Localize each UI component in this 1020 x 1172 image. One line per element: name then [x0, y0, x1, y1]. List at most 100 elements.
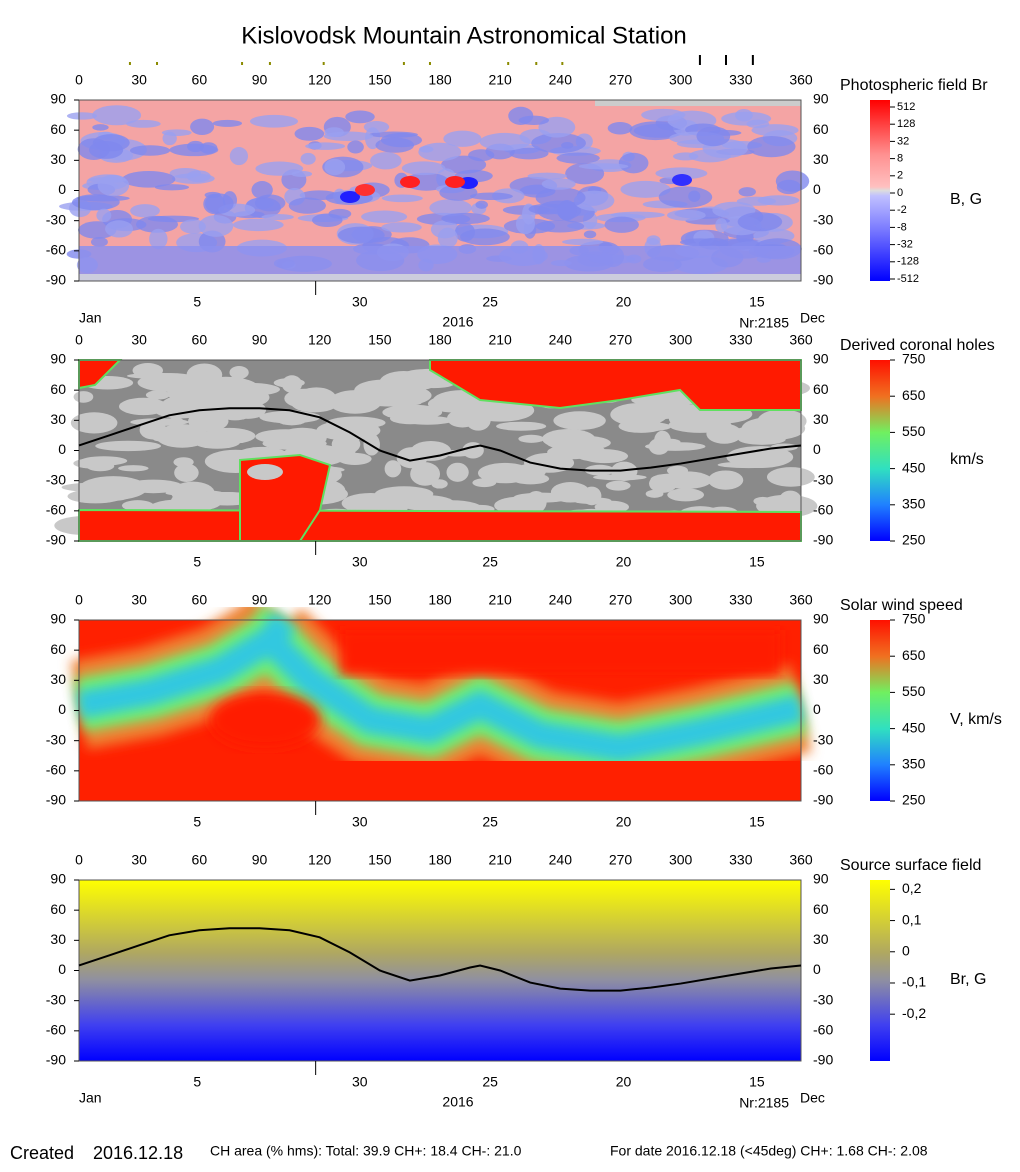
y-tick-label: 60 — [50, 901, 66, 917]
map-patch — [284, 388, 327, 409]
colorbar — [870, 880, 890, 1061]
colorbar-tick-label: -128 — [897, 256, 919, 268]
y-tick-label: 90 — [50, 611, 66, 627]
date-start: Jan — [79, 310, 102, 326]
x-tick-label: 30 — [131, 332, 147, 348]
x-tick-label: 240 — [549, 332, 573, 348]
date-tick-label: 25 — [482, 814, 498, 830]
colorbar-tick-label: 750 — [902, 351, 926, 367]
year: 2016 — [442, 1094, 473, 1110]
colorbar-tick-label: -2 — [897, 204, 907, 216]
colorbar — [870, 100, 890, 281]
map-spot — [355, 184, 375, 196]
x-tick-label: 240 — [549, 72, 573, 88]
y-tick-label: -60 — [46, 1022, 66, 1038]
y2-tick-label: -90 — [813, 272, 833, 288]
colorbar-tick-label: 128 — [897, 118, 915, 130]
map-patch — [708, 470, 744, 490]
rotation: Nr:2185 — [739, 315, 789, 331]
map-patch — [316, 420, 381, 441]
x-tick-label: 210 — [488, 332, 512, 348]
y-tick-label: 90 — [50, 351, 66, 367]
map-patch — [126, 119, 161, 128]
map-patch — [171, 433, 215, 442]
date-tick-label: 5 — [193, 1074, 201, 1090]
map-patch — [518, 434, 545, 443]
x-tick-label: 60 — [192, 592, 208, 608]
y2-tick-label: 0 — [813, 701, 821, 717]
y2-tick-label: 60 — [813, 381, 829, 397]
map-patch — [73, 458, 114, 469]
map-patch — [324, 158, 346, 176]
x-tick-label: 60 — [192, 332, 208, 348]
y2-tick-label: 60 — [813, 121, 829, 137]
map-patch — [88, 141, 124, 159]
x-tick-label: 0 — [75, 852, 83, 868]
x-tick-label: 300 — [669, 332, 693, 348]
colorbar-tick-label: 450 — [902, 719, 926, 735]
y2-tick-label: -90 — [813, 532, 833, 548]
map-patch — [92, 124, 109, 131]
x-tick-label: 150 — [368, 332, 392, 348]
map-band — [79, 274, 801, 281]
colorbar-tick-label: 250 — [902, 792, 926, 808]
y-tick-label: 0 — [58, 181, 66, 197]
y2-tick-label: -90 — [813, 1052, 833, 1068]
map-patch — [186, 363, 223, 386]
page-title: Kislovodsk Mountain Astronomical Station — [241, 22, 687, 49]
map-patch — [604, 216, 639, 233]
date-tick-label: 15 — [749, 1074, 765, 1090]
colorbar-tick-label: 0 — [897, 187, 903, 199]
map-patch — [747, 135, 796, 158]
map-patch — [776, 179, 801, 195]
y-tick-label: -30 — [46, 211, 66, 227]
map-patch — [205, 193, 234, 214]
y-tick-label: 60 — [50, 381, 66, 397]
map-patch — [288, 197, 326, 214]
x-tick-label: 0 — [75, 72, 83, 88]
y-tick-label: -60 — [46, 762, 66, 778]
y2-tick-label: -60 — [813, 1022, 833, 1038]
map-patch — [174, 463, 199, 482]
x-tick-label: 270 — [609, 592, 633, 608]
x-tick-label: 360 — [789, 592, 813, 608]
for-date: For date 2016.12.18 (<45deg) CH+: 1.68 C… — [610, 1143, 928, 1159]
map-patch — [262, 436, 327, 451]
map-patch — [610, 211, 665, 219]
colorbar-label: Br, G — [950, 971, 986, 988]
map-patch — [594, 500, 629, 514]
map-patch — [198, 215, 234, 237]
y-tick-label: -30 — [46, 731, 66, 747]
map-patch — [369, 131, 418, 138]
y2-tick-label: 90 — [813, 91, 829, 107]
map-patch — [561, 238, 604, 246]
x-tick-label: 360 — [789, 332, 813, 348]
map-patch — [375, 137, 415, 153]
x-tick-label: 210 — [488, 852, 512, 868]
x-tick-label: 270 — [609, 72, 633, 88]
y2-tick-label: -30 — [813, 211, 833, 227]
map-patch — [384, 460, 402, 478]
y-tick-label: -60 — [46, 502, 66, 518]
map-patch — [202, 427, 256, 444]
y-tick-label: -60 — [46, 242, 66, 258]
map-patch — [648, 438, 670, 455]
x-tick-label: 90 — [252, 592, 268, 608]
map-patch — [460, 228, 510, 246]
map-patch — [667, 465, 689, 476]
x-tick-label: 330 — [729, 852, 753, 868]
map-patch — [561, 142, 574, 149]
map-patch — [124, 479, 183, 494]
date-end: Dec — [800, 1090, 825, 1106]
map-patch — [706, 423, 743, 444]
y2-tick-label: 60 — [813, 901, 829, 917]
colorbar-tick-label: 8 — [897, 153, 903, 165]
x-tick-label: 150 — [368, 852, 392, 868]
map-patch — [469, 192, 513, 201]
map-patch — [753, 496, 773, 506]
y-tick-label: -30 — [46, 991, 66, 1007]
x-tick-label: 240 — [549, 592, 573, 608]
x-tick-label: 90 — [252, 332, 268, 348]
y2-tick-label: -90 — [813, 792, 833, 808]
